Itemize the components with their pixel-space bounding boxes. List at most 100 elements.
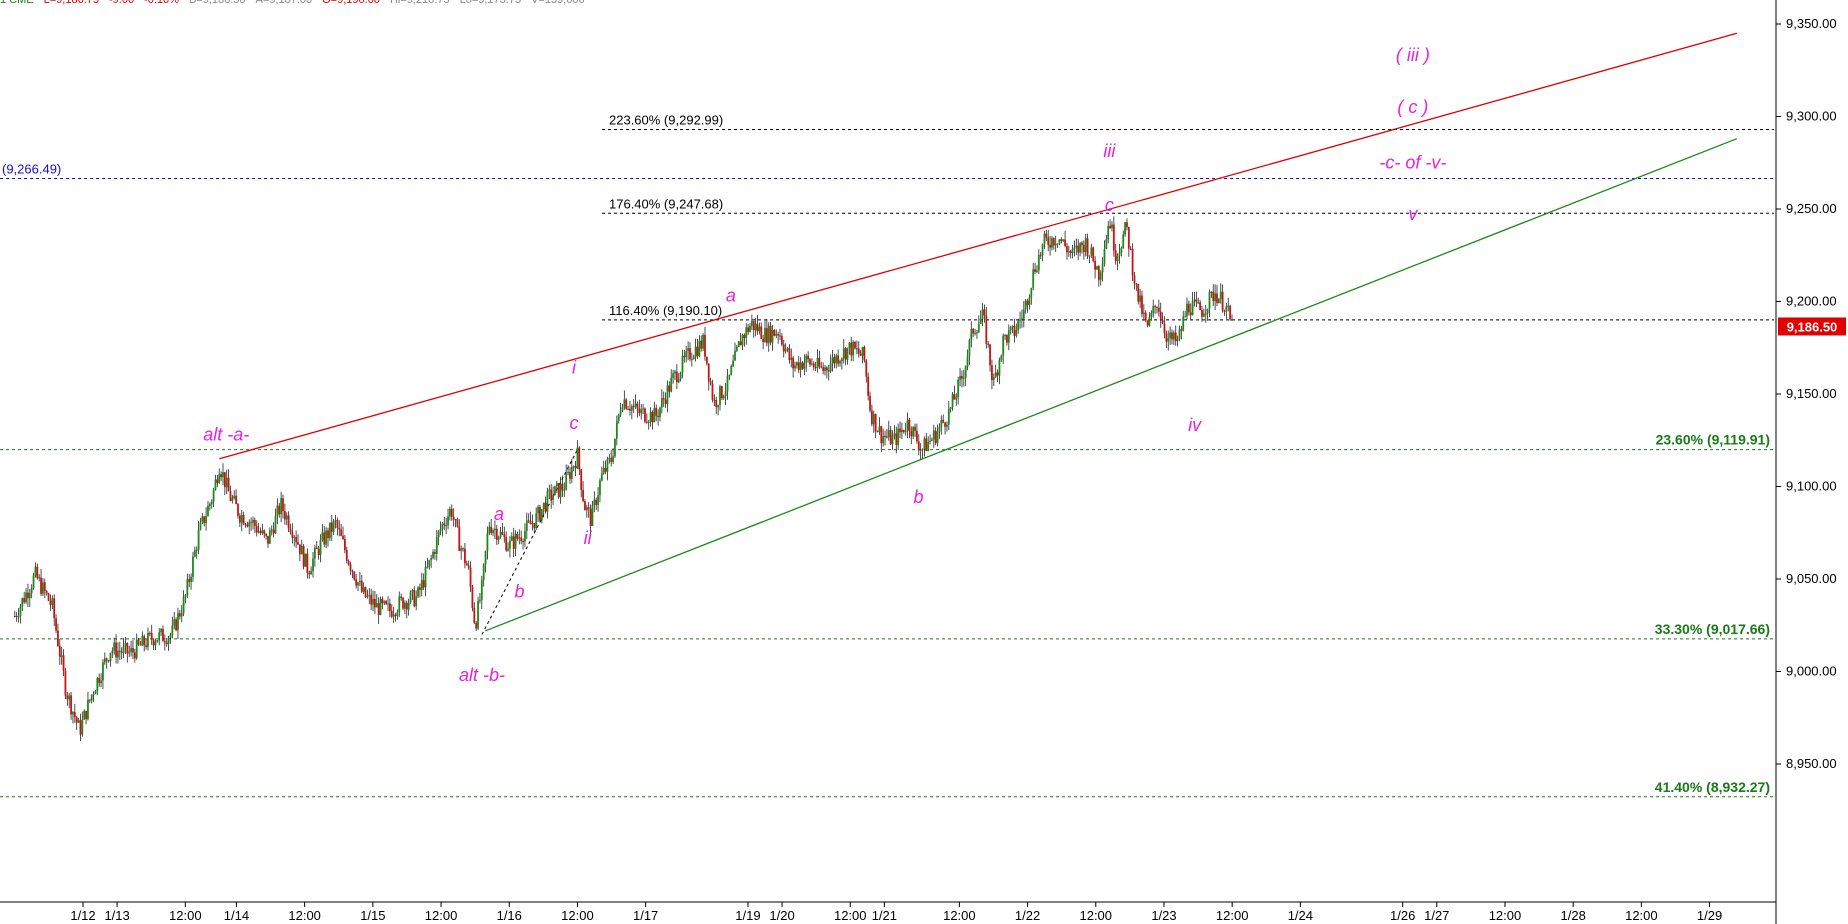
candle-body (47, 593, 50, 601)
candle-body (133, 652, 136, 659)
candle-body (137, 639, 140, 645)
candle-body (794, 365, 796, 369)
candle-body (32, 575, 35, 589)
candle-body (1171, 332, 1173, 340)
candle-body (1182, 316, 1185, 331)
candlesticks (13, 216, 1233, 742)
candle-body (591, 505, 594, 527)
candle-body (882, 435, 885, 444)
candle-body (79, 720, 82, 735)
candle-body (404, 602, 406, 609)
candle-body (1165, 333, 1168, 342)
candle-body (1006, 335, 1008, 343)
candle-body (782, 344, 785, 352)
candle-body (1227, 305, 1230, 307)
candle-body (629, 408, 631, 411)
candle-body (1202, 313, 1205, 317)
header-item: -0.10% (144, 0, 179, 6)
candle-body (464, 548, 466, 564)
candle-body (195, 549, 198, 551)
candle-body (1126, 222, 1128, 227)
header-item: B=9,186.50 (188, 0, 246, 6)
candle-body (439, 528, 442, 532)
candle-body (259, 531, 262, 534)
candle-body (998, 360, 1001, 376)
time-tick-label: 12:00 (943, 908, 976, 923)
candle-body (411, 590, 414, 593)
candle-body (1051, 237, 1053, 248)
candle-body (1056, 243, 1059, 245)
candle-body (850, 342, 853, 356)
candle-body (645, 421, 648, 423)
candle-body (764, 328, 766, 342)
fib-level-label: (9,266.49) (2, 161, 61, 176)
candle-body (308, 572, 311, 575)
candle-body (1139, 295, 1141, 302)
candle-body (182, 596, 185, 614)
candle-body (1026, 300, 1029, 306)
candle-body (94, 691, 97, 695)
candle-body (912, 426, 915, 437)
candle-body (608, 457, 611, 459)
candle-body (323, 532, 326, 545)
candle-body (623, 399, 626, 408)
time-tick-label: 1/16 (497, 908, 522, 923)
candle-body (139, 644, 142, 646)
candle-body (124, 642, 127, 647)
time-tick-label: 1/17 (633, 908, 658, 923)
candle-body (707, 363, 710, 382)
candle-body (405, 602, 408, 610)
candle-body (651, 412, 654, 423)
candle-body (991, 365, 993, 381)
candle-body (392, 614, 395, 617)
candle-body (225, 477, 228, 488)
candle-body (201, 516, 204, 522)
header-item: -9.00 (109, 0, 135, 6)
quote-header: 1 CME L=9,186.75 -9.00 -0.10% B=9,186.50 A=9,… (0, 0, 595, 6)
candle-body (36, 566, 39, 579)
candle-body (833, 357, 836, 364)
candle-body (1154, 306, 1157, 308)
candle-body (533, 523, 536, 529)
candle-body (795, 362, 798, 366)
candle-body (1131, 248, 1134, 276)
candle-body (210, 501, 213, 504)
candle-body (576, 447, 579, 469)
candle-body (910, 430, 913, 437)
candle-body (23, 598, 26, 603)
candle-body (732, 360, 735, 367)
candle-body (1223, 310, 1226, 312)
candle-body (854, 341, 856, 349)
candle-body (1114, 250, 1117, 262)
candle-body (1221, 291, 1224, 311)
candle-body (765, 328, 768, 344)
candle-body (1062, 239, 1065, 241)
candle-body (252, 519, 254, 523)
candle-body (340, 529, 343, 536)
candle-body (784, 349, 787, 352)
candle-body (282, 498, 284, 512)
candle-body (527, 520, 530, 522)
candle-body (430, 557, 433, 560)
wave-label: iii (1103, 141, 1116, 161)
candle-body (944, 422, 946, 427)
candle-body (970, 328, 973, 341)
candle-body (471, 586, 474, 608)
candle-body (409, 592, 412, 603)
candle-body (951, 394, 954, 408)
candle-body (426, 566, 429, 568)
candle-body (190, 576, 192, 582)
candle-body (272, 529, 275, 534)
candle-body (372, 599, 374, 605)
candle-body (193, 550, 196, 557)
candle-body (268, 530, 271, 544)
candle-body (345, 549, 348, 561)
candle-body (338, 527, 341, 530)
time-axis: 1/12 1/13 12:00 1/14 12:00 1/15 12:00 1/16 12:00… (0, 901, 1776, 923)
candle-body (1069, 251, 1072, 253)
candle-body (355, 579, 358, 586)
candle-body (1217, 298, 1220, 304)
candle-body (872, 413, 875, 425)
price-tick-label: 9,300.00 (1786, 109, 1837, 124)
candle-body (599, 480, 601, 496)
